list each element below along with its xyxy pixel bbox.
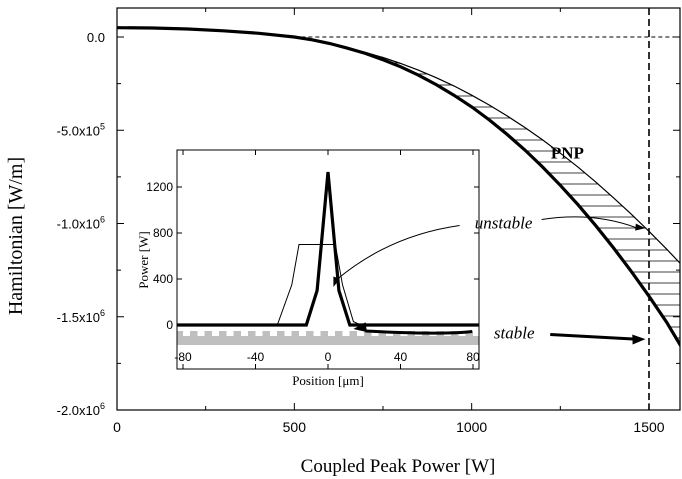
waveguide-notch [473,331,479,336]
pnp-label: PNP [551,144,584,163]
waveguide-notch [241,331,248,336]
main-series [117,8,680,410]
stable-inset-arrow [365,329,473,335]
x-tick-label: 1000 [456,419,487,435]
waveguide-notch [284,331,292,336]
waveguide-notch [357,331,364,336]
inset-x-tick-label: -80 [174,350,192,364]
stable-arrow [550,333,636,341]
waveguide-notch [255,331,263,336]
inset-y-tick-label: 400 [153,272,173,286]
waveguide-notch [313,331,321,336]
unstable-inset-arrow [337,225,460,280]
inset-x-tick-label: 40 [394,350,408,364]
y-tick-label: -1.5x106 [57,308,105,325]
stable-inset-arrowhead [353,322,367,333]
inset-y-tick-label: 0 [166,318,173,332]
y-axis-label: Hamiltonian [W/m] [5,157,27,315]
inset-x-axis-label: Position [μm] [292,373,364,388]
waveguide-notch [342,331,350,336]
unstable-arrowhead [635,223,646,231]
inset-y-tick-label: 1200 [146,180,173,194]
waveguide-notch [154,331,161,336]
series-thick-curve [117,26,680,348]
inset-x-tick-label: -40 [247,350,265,364]
inset-x-tick-label: 80 [466,350,480,364]
waveguide-notch [371,331,379,336]
inset-plot: -80 -40 0 40 80 0 400 800 1200 Position [μm] Po… [136,149,480,388]
inset-series [177,171,479,327]
inset-y-tick-label: 800 [153,226,173,240]
main-plot: 0 500 1000 1500 0.0 -5.0x105 -1.0x106 -1.5x106… [5,7,681,477]
inset-x-ticks: -80 -40 0 40 80 [174,150,480,369]
inset-y-axis-label: Power [W] [136,231,151,288]
waveguide-notch [197,331,205,336]
hatch-region [361,51,680,339]
waveguide-notch [328,331,335,336]
x-tick-label: 500 [283,419,307,435]
y-tick-label: 0.0 [87,30,105,45]
main-y-ticks: 0.0 -5.0x105 -1.0x106 -1.5x106 -2.0x106 [57,30,680,418]
waveguide-notch [183,331,190,336]
inset-x-tick-label: 0 [325,350,332,364]
y-tick-label: -2.0x106 [57,401,105,418]
waveguide-notch [299,331,306,336]
main-plot-frame [116,7,681,411]
x-axis-label: Coupled Peak Power [W] [301,456,496,477]
y-tick-label: -1.0x106 [57,215,105,232]
waveguide-notch [212,331,219,336]
unstable-inset-arrowhead [333,276,340,288]
y-tick-label: -5.0x105 [57,121,105,138]
waveguide-notch [226,331,234,336]
x-tick-label: 1500 [633,419,664,435]
stable-label: stable [494,324,535,343]
stable-arrowhead [632,334,646,345]
x-tick-label: 0 [113,419,121,435]
main-x-ticks: 0 500 1000 1500 [113,8,665,435]
unstable-arrow [541,216,638,229]
annotations: PNP unstable stable [333,144,646,345]
inset-thick-curve [177,171,479,327]
series-thin-curve [329,42,680,265]
unstable-label: unstable [475,214,533,233]
waveguide-notch [270,331,277,336]
inset-y-ticks: 0 400 800 1200 [146,180,479,332]
